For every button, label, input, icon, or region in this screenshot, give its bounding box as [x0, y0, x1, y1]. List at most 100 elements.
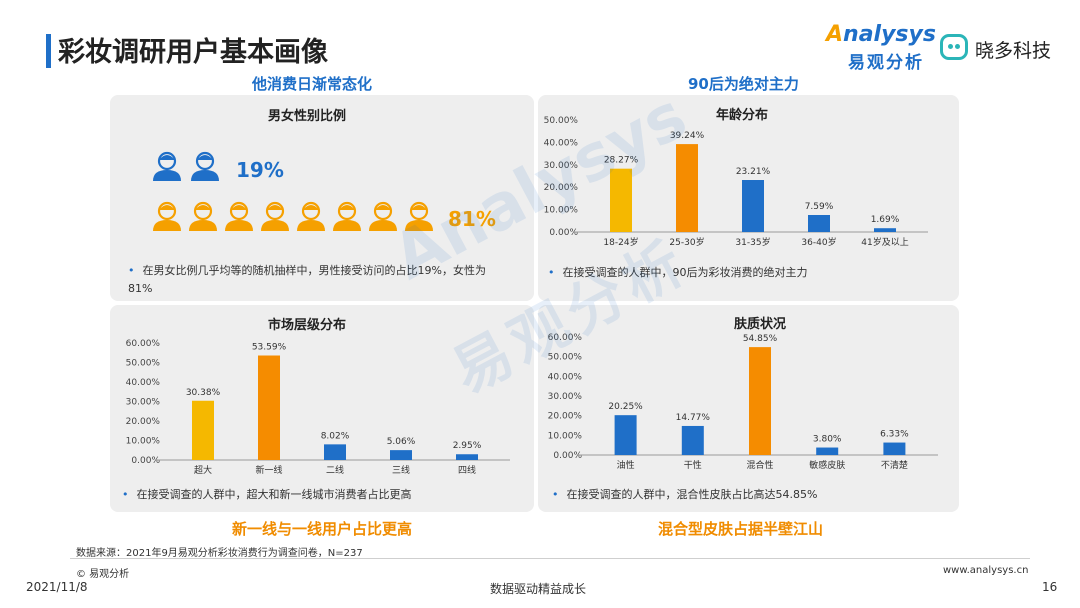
bar: [874, 228, 896, 232]
female-icons: [150, 198, 438, 236]
age-note: • 在接受调查的人群中，90后为彩妆消费的绝对主力: [548, 266, 808, 279]
y-tick-label: 0.00%: [549, 228, 578, 238]
female-person-icon: [186, 198, 220, 236]
bar: [390, 450, 412, 460]
bar-value-label: 20.25%: [608, 402, 643, 412]
age-title: 年龄分布: [716, 108, 769, 123]
market-note: • 在接受调查的人群中，超大和新一线城市消费者占比更高: [122, 488, 412, 501]
x-tick-label: 四线: [458, 464, 476, 476]
female-person-icon: [222, 198, 256, 236]
logo-subtitle: 易观分析: [848, 53, 924, 73]
y-tick-label: 50.00%: [548, 353, 583, 363]
bar: [816, 447, 839, 455]
bar: [883, 442, 906, 455]
bar-value-label: 1.69%: [871, 215, 900, 225]
y-tick-label: 20.00%: [548, 412, 583, 422]
bar-value-label: 28.27%: [604, 156, 639, 166]
female-person-icon: [150, 198, 184, 236]
page-title: 彩妆调研用户基本画像: [58, 37, 328, 68]
skin-title: 肤质状况: [734, 317, 787, 332]
y-tick-label: 40.00%: [126, 378, 161, 388]
skin-note-text: 在接受调查的人群中，混合性皮肤占比高达54.85%: [566, 488, 818, 501]
y-tick-label: 30.00%: [126, 398, 161, 408]
age-note-text: 在接受调查的人群中，90后为彩妆消费的绝对主力: [562, 266, 808, 279]
y-tick-label: 30.00%: [544, 161, 579, 171]
bar-value-label: 2.95%: [453, 441, 482, 451]
copyright: © 易观分析: [76, 569, 130, 580]
footer-divider: [70, 558, 1030, 559]
y-tick-label: 40.00%: [548, 372, 583, 382]
x-tick-label: 超大: [194, 464, 212, 476]
robot-icon: [940, 34, 968, 60]
heading-gender: 他消费日渐常态化: [252, 75, 373, 93]
y-tick-label: 10.00%: [544, 206, 579, 216]
footer-slogan: 数据驱动精益成长: [490, 582, 587, 596]
bar: [749, 347, 771, 455]
y-tick-label: 0.00%: [553, 451, 582, 461]
data-source: 数据来源：2021年9月易观分析彩妆消费行为调查问卷，N=237: [76, 548, 363, 559]
bar-value-label: 54.85%: [743, 334, 778, 344]
y-tick-label: 60.00%: [548, 333, 583, 343]
female-person-icon: [330, 198, 364, 236]
market-title: 市场层级分布: [268, 318, 347, 333]
bar: [610, 168, 632, 232]
male-icons: [150, 148, 226, 186]
x-tick-label: 41岁及以上: [861, 236, 908, 248]
y-tick-label: 10.00%: [126, 437, 161, 447]
x-tick-label: 25-30岁: [669, 236, 704, 248]
page-number: 16: [1042, 580, 1058, 594]
y-tick-label: 30.00%: [548, 392, 583, 402]
logo-text: nalysys: [843, 22, 936, 47]
x-tick-label: 油性: [617, 459, 635, 471]
bar: [258, 355, 280, 460]
bar-value-label: 53.59%: [252, 342, 287, 352]
skin-note: • 在接受调查的人群中，混合性皮肤占比高达54.85%: [552, 488, 818, 501]
y-tick-label: 50.00%: [544, 116, 579, 126]
bar-value-label: 30.38%: [186, 388, 221, 398]
female-person-icon: [294, 198, 328, 236]
skin-panel: [538, 305, 959, 512]
gender-title: 男女性别比例: [268, 109, 347, 124]
bar-value-label: 8.02%: [321, 431, 350, 441]
bar-value-label: 39.24%: [670, 131, 705, 141]
x-tick-label: 18-24岁: [603, 236, 638, 248]
x-tick-label: 敏感皮肤: [809, 459, 845, 471]
x-tick-label: 新一线: [255, 464, 282, 476]
y-tick-label: 20.00%: [544, 183, 579, 193]
y-tick-label: 60.00%: [126, 339, 161, 349]
market-chart: 0.00% 10.00% 20.00% 30.00% 40.00% 50.00% 60.00…: [126, 339, 510, 476]
gender-panel: [110, 95, 534, 301]
bar-value-label: 14.77%: [676, 413, 711, 423]
male-person-icon: [150, 148, 184, 186]
x-tick-label: 36-40岁: [801, 236, 836, 248]
website-link[interactable]: www.analysys.cn: [943, 565, 1029, 576]
bar-value-label: 6.33%: [880, 430, 909, 440]
bar: [676, 144, 698, 232]
x-tick-label: 31-35岁: [735, 236, 770, 248]
gender-note-text: 在男女比例几乎均等的随机抽样中，男性接受访问的占比19%，女性为81%: [128, 264, 486, 295]
bar: [192, 400, 214, 460]
title-accent-bar: [46, 34, 51, 68]
analysys-logo: Analysys: [826, 22, 936, 47]
bar: [808, 214, 830, 232]
partner-brand: 晓多科技: [975, 40, 1052, 62]
x-tick-label: 三线: [392, 464, 410, 476]
bar-value-label: 5.06%: [387, 437, 416, 447]
footer-date: 2021/11/8: [26, 580, 88, 594]
logo-letter: A: [826, 22, 844, 47]
bar: [456, 454, 478, 460]
y-tick-label: 10.00%: [548, 431, 583, 441]
bar-value-label: 7.59%: [805, 202, 834, 212]
y-tick-label: 0.00%: [131, 456, 160, 466]
bar-value-label: 23.21%: [736, 167, 771, 177]
y-tick-label: 40.00%: [544, 138, 579, 148]
x-tick-label: 二线: [326, 464, 344, 476]
market-note-text: 在接受调查的人群中，超大和新一线城市消费者占比更高: [136, 488, 412, 501]
male-percent: 19%: [236, 158, 284, 182]
heading-market: 新一线与一线用户占比更高: [232, 520, 413, 538]
heading-age: 90后为绝对主力: [688, 75, 799, 93]
heading-skin: 混合型皮肤占据半壁江山: [658, 520, 824, 538]
x-tick-label: 干性: [684, 459, 702, 471]
bar: [614, 415, 637, 455]
bar: [681, 425, 704, 455]
